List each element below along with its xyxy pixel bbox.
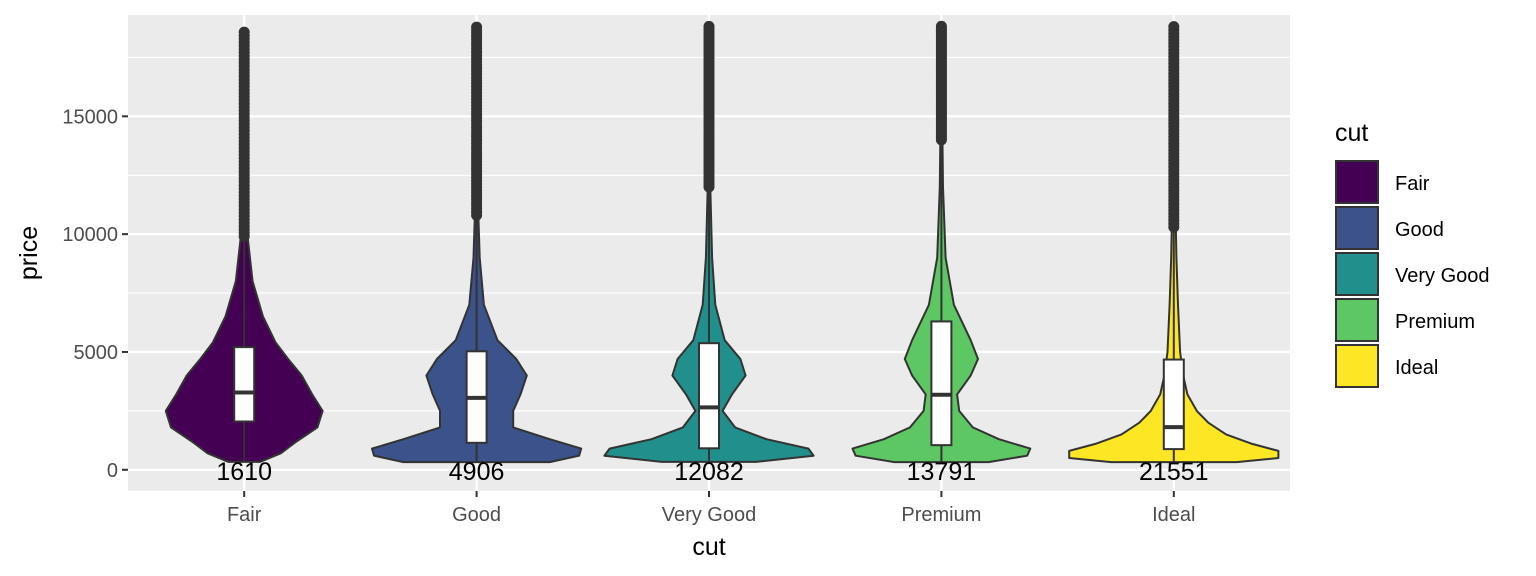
outlier-point	[703, 20, 715, 32]
y-tick-label: 0	[107, 460, 118, 482]
count-label: 13791	[907, 458, 977, 486]
outlier-point	[471, 21, 483, 33]
violin-group-ideal: 21551	[1068, 21, 1280, 486]
x-axis-title: cut	[692, 533, 725, 561]
legend-swatch	[1335, 344, 1379, 388]
box-iqr	[1162, 358, 1185, 451]
count-label: 21551	[1139, 458, 1209, 486]
outlier-point	[1168, 21, 1180, 33]
box-iqr	[698, 342, 720, 450]
legend-title: cut	[1335, 119, 1368, 147]
box-iqr	[930, 320, 953, 447]
y-tick-label: 10000	[62, 224, 118, 246]
violin-group-very-good: 12082	[603, 20, 815, 486]
legend-label: Good	[1395, 219, 1444, 241]
legend-label: Very Good	[1395, 265, 1490, 287]
legend-label: Fair	[1395, 173, 1430, 195]
y-tick-label: 15000	[62, 106, 118, 128]
violin-group-fair: 1610	[164, 26, 324, 486]
legend-swatch	[1335, 206, 1379, 250]
count-label: 12082	[674, 458, 744, 486]
violin-layer: 1610 4906 12082 13791 21551	[164, 20, 1280, 486]
outlier-point	[935, 20, 947, 32]
y-axis: 0 5000 10000 15000	[62, 106, 128, 482]
count-label: 1610	[216, 458, 272, 486]
outlier-point	[238, 26, 250, 38]
x-tick-label: Fair	[227, 504, 262, 526]
violin-group-good: 4906	[371, 21, 583, 486]
legend-swatch	[1335, 298, 1379, 342]
y-tick-label: 5000	[74, 342, 119, 364]
legend-label: Ideal	[1395, 357, 1438, 379]
x-tick-label: Premium	[901, 504, 981, 526]
box-iqr	[233, 346, 256, 423]
count-label: 4906	[449, 458, 505, 486]
x-tick-label: Ideal	[1152, 504, 1195, 526]
legend-swatch	[1335, 160, 1379, 204]
x-tick-label: Good	[452, 504, 501, 526]
legend-label: Premium	[1395, 311, 1475, 333]
x-tick-label: Very Good	[662, 504, 757, 526]
legend: cut Fair Good Very Good Premium Ideal	[1335, 119, 1490, 388]
violin-group-premium: 13791	[851, 20, 1032, 486]
legend-swatch	[1335, 252, 1379, 296]
x-axis: Fair Good Very Good Premium Ideal	[227, 491, 1195, 526]
y-axis-title: price	[15, 226, 43, 280]
